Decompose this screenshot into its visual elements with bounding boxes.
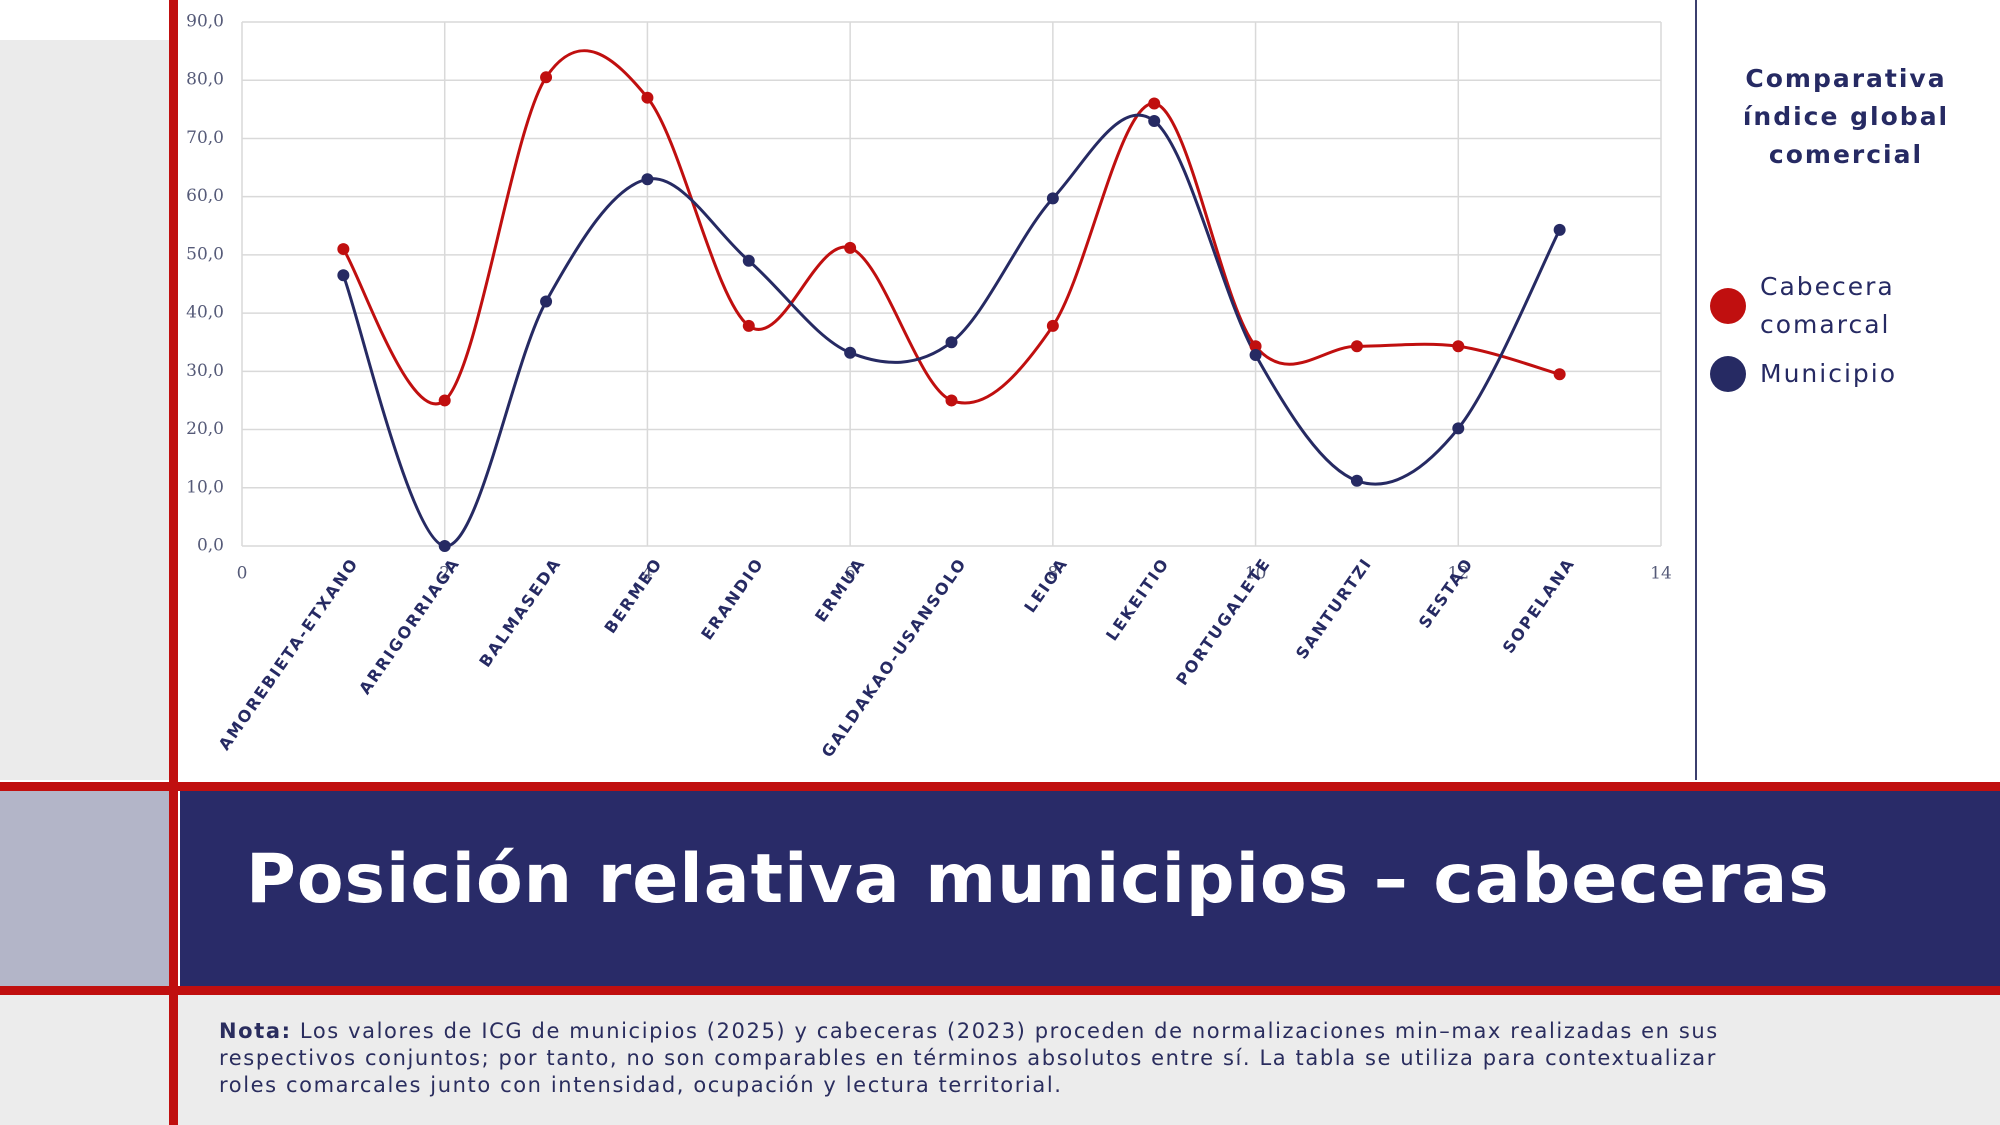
banner: [180, 791, 2000, 986]
data-point: [945, 394, 958, 407]
series-line: [341, 113, 1561, 548]
data-point: [1148, 114, 1161, 127]
category-label: LEIOA: [1020, 554, 1071, 616]
category-label: PORTUGALETE: [1172, 554, 1274, 689]
data-point: [1249, 349, 1262, 362]
banner-title: Posición relativa municipios – cabeceras: [246, 840, 1830, 919]
data-point: [540, 295, 553, 308]
data-point: [438, 394, 451, 407]
category-label: SESTAO: [1415, 554, 1477, 632]
legend-title: Comparativa índice global comercial: [1742, 64, 1950, 169]
divider: [1695, 0, 1697, 780]
category-label: SANTURTZI: [1292, 554, 1376, 663]
data-point: [844, 346, 857, 359]
data-point: [1553, 223, 1566, 236]
note-text: Los valores de ICG de municipios (2025) …: [219, 1019, 1719, 1097]
data-point: [438, 540, 451, 552]
x-tick-label: 8: [1047, 564, 1058, 584]
legend-swatch: [1710, 288, 1746, 324]
data-point: [945, 336, 958, 349]
note: Nota: Los valores de ICG de municipios (…: [219, 1018, 1779, 1099]
y-tick-label: 50,0: [186, 244, 224, 264]
x-tick-label: 6: [845, 564, 856, 584]
series-line: [342, 49, 1561, 406]
data-point: [641, 91, 654, 104]
y-tick-label: 60,0: [186, 186, 224, 206]
note-label: Nota:: [219, 1019, 292, 1043]
rule-vertical: [169, 0, 178, 1125]
data-point: [1350, 340, 1363, 353]
y-tick-label: 40,0: [186, 303, 224, 323]
category-label: AMOREBIETA-ETXANO: [215, 554, 363, 754]
x-tick-label: 2: [439, 564, 450, 584]
data-point: [641, 173, 654, 186]
data-point: [742, 254, 755, 267]
y-tick-label: 30,0: [186, 361, 224, 381]
y-tick-label: 0,0: [197, 536, 224, 556]
data-point: [1553, 368, 1566, 381]
category-label: ERMUA: [811, 554, 869, 626]
category-label: ERANDIO: [697, 554, 768, 643]
x-tick-label: 0: [237, 564, 248, 584]
rule: [0, 986, 2000, 995]
legend-label: Cabecera comarcal: [1760, 272, 1895, 339]
footer: [0, 995, 2000, 1125]
data-point: [1249, 340, 1262, 353]
x-tick-label: 10: [1245, 564, 1267, 584]
legend-label: Municipio: [1760, 359, 1898, 388]
data-point: [337, 269, 350, 282]
data-point: [1452, 340, 1465, 353]
category-label: ARRIGORRIAGA: [355, 554, 464, 698]
chart: 0 2 4 6 8 10 12 14 0,0 10,0 20,0 30,0 40,0 50,0 60,0 70…: [186, 12, 1672, 761]
x-tick-label: 12: [1447, 564, 1469, 584]
category-label: SOPELANA: [1499, 554, 1579, 657]
legend-swatch: [1710, 356, 1746, 392]
data-point: [1452, 422, 1465, 435]
y-tick-label: 10,0: [186, 477, 224, 497]
legend-item: Municipio: [1710, 355, 2000, 393]
data-point: [742, 319, 755, 332]
data-point: [1046, 319, 1059, 332]
x-tick-label: 14: [1650, 564, 1672, 584]
data-point: [844, 241, 857, 254]
x-tick-label: 4: [642, 564, 653, 584]
category-label: BALMASEDA: [475, 554, 565, 671]
y-tick-label: 80,0: [186, 70, 224, 90]
y-tick-label: 70,0: [186, 128, 224, 148]
data-point: [1350, 474, 1363, 487]
side-block: [0, 791, 170, 986]
rule: [0, 782, 2000, 791]
data-point: [337, 243, 350, 256]
data-point: [1046, 192, 1059, 205]
y-tick-label: 90,0: [186, 12, 224, 32]
data-point: [540, 71, 553, 84]
category-label: BERMEO: [600, 554, 666, 637]
legend-item: Cabecera comarcal: [1710, 268, 2000, 344]
y-tick-label: 20,0: [186, 419, 224, 439]
category-label: LEKEITIO: [1102, 554, 1173, 644]
side-panel: [0, 40, 170, 780]
data-point: [1148, 97, 1161, 110]
